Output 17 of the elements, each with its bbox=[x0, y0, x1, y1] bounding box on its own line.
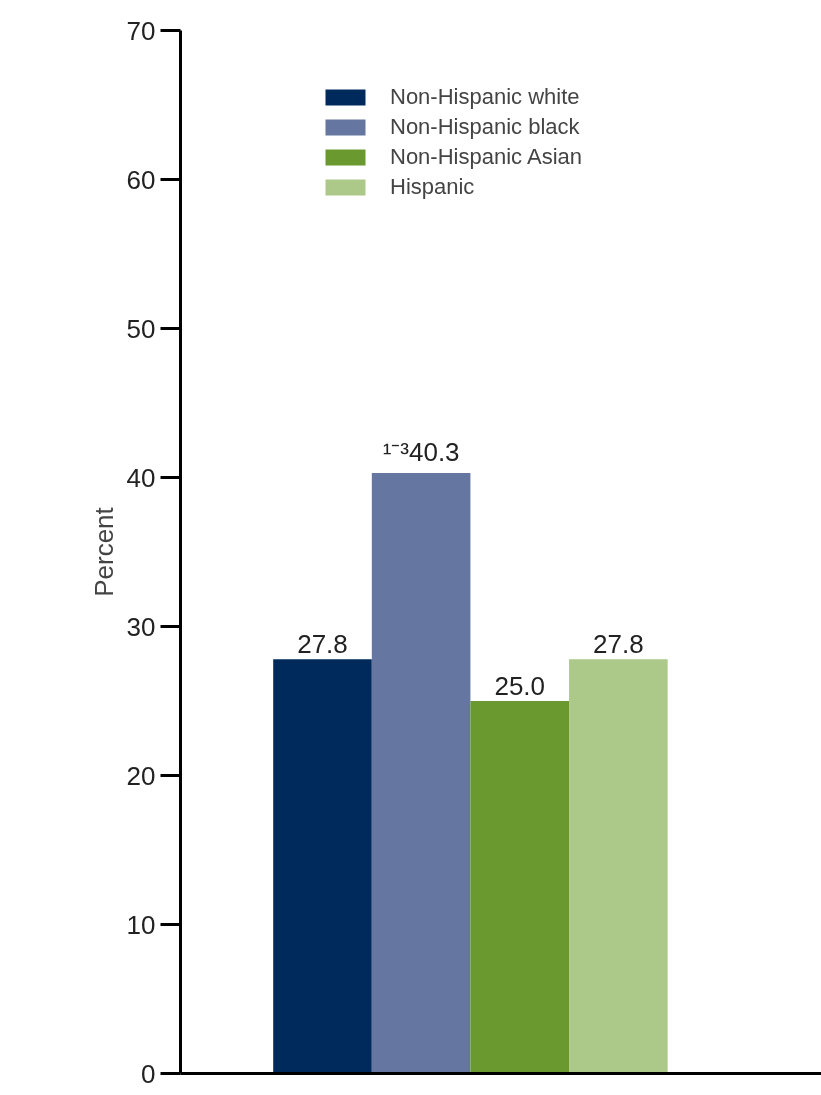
y-tick-label: 70 bbox=[126, 15, 156, 46]
legend-label: Hispanic bbox=[390, 174, 475, 200]
y-tick-label: 10 bbox=[126, 909, 156, 940]
y-tick-label: 30 bbox=[126, 611, 156, 642]
data-label: 27.8 bbox=[297, 629, 348, 660]
y-tick-label: 20 bbox=[126, 760, 156, 791]
legend-label: Non-Hispanic black bbox=[390, 114, 580, 140]
y-tick-label: 50 bbox=[126, 313, 156, 344]
y-axis-title: Percent bbox=[88, 506, 119, 597]
y-tick-label: 40 bbox=[126, 462, 156, 493]
legend-label: Non-Hispanic white bbox=[390, 84, 580, 110]
data-label: ¹⁻³40.3 bbox=[382, 437, 460, 468]
y-tick-label: 0 bbox=[141, 1058, 156, 1089]
data-label: 25.0 bbox=[494, 671, 546, 701]
legend-label: Non-Hispanic Asian bbox=[390, 144, 582, 170]
data-label: 27.8 bbox=[593, 629, 644, 660]
y-tick-label: 60 bbox=[126, 164, 156, 195]
